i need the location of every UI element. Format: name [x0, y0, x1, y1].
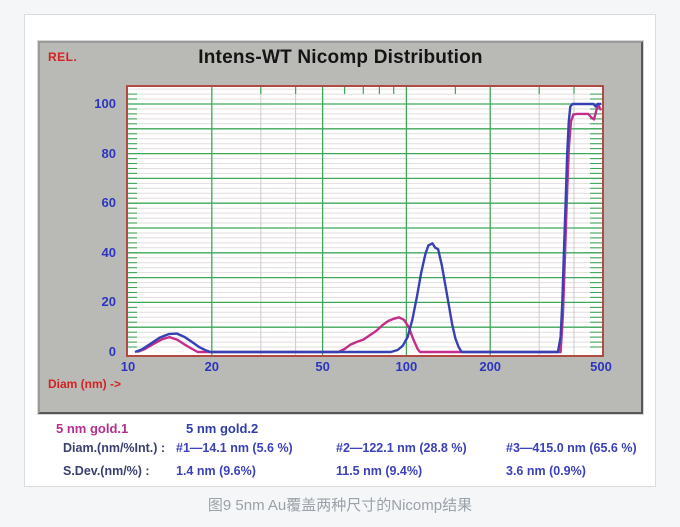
legend: 5 nm gold.1 5 nm gold.2 — [25, 421, 655, 439]
y-tick-label: 0 — [108, 344, 116, 359]
x-tick-label: 20 — [204, 359, 220, 374]
y-tick-label: 40 — [101, 244, 116, 260]
x-tick-label: 10 — [120, 359, 136, 374]
diam-peak2-value: #2—122.1 nm (28.8 %) — [336, 441, 467, 455]
sdev-peak2-value: 11.5 nm (9.4%) — [336, 464, 423, 478]
x-tick-label: 500 — [590, 359, 612, 374]
x-axis-title: Diam (nm) -> — [48, 377, 122, 391]
x-tick-label: 200 — [479, 359, 502, 374]
y-tick-label: 100 — [94, 96, 116, 111]
legend-series2-label: 5 nm gold.2 — [186, 421, 259, 436]
sdev-peak1-value: 1.4 nm (9.6%) — [176, 464, 256, 478]
nicomp-window: REL. Intens-WT Nicomp Distribution Diam … — [38, 41, 643, 414]
y-tick-label: 80 — [101, 145, 116, 161]
sdev-peak3-value: 3.6 nm (0.9%) — [506, 464, 586, 478]
diam-peak3-value: #3—415.0 nm (65.6 %) — [506, 441, 637, 455]
diam-peak1-value: #1—14.1 nm (5.6 %) — [176, 441, 293, 455]
sdev-row-label: S.Dev.(nm/%) : — [63, 464, 150, 478]
y-tick-label: 60 — [101, 195, 116, 211]
table-row-diameter: Diam.(nm/%Int.) : #1—14.1 nm (5.6 %) #2—… — [25, 441, 655, 459]
legend-series1-label: 5 nm gold.1 — [56, 421, 129, 436]
y-tick-label: 20 — [101, 294, 116, 310]
x-tick-label: 100 — [395, 359, 418, 374]
table-row-stddev: S.Dev.(nm/%) : 1.4 nm (9.6%) 11.5 nm (9.… — [25, 464, 655, 482]
plot-area — [126, 85, 604, 357]
x-tick-label: 50 — [315, 359, 330, 374]
figure-caption: 图9 5nm Au覆盖两种尺寸的Nicomp结果 — [207, 497, 473, 514]
distribution-plot — [128, 87, 602, 355]
y-axis-title: REL. — [48, 50, 78, 64]
figure-card: REL. Intens-WT Nicomp Distribution Diam … — [24, 14, 656, 487]
chart-title: Intens-WT Nicomp Distribution — [198, 47, 483, 68]
diam-row-label: Diam.(nm/%Int.) : — [63, 441, 166, 455]
